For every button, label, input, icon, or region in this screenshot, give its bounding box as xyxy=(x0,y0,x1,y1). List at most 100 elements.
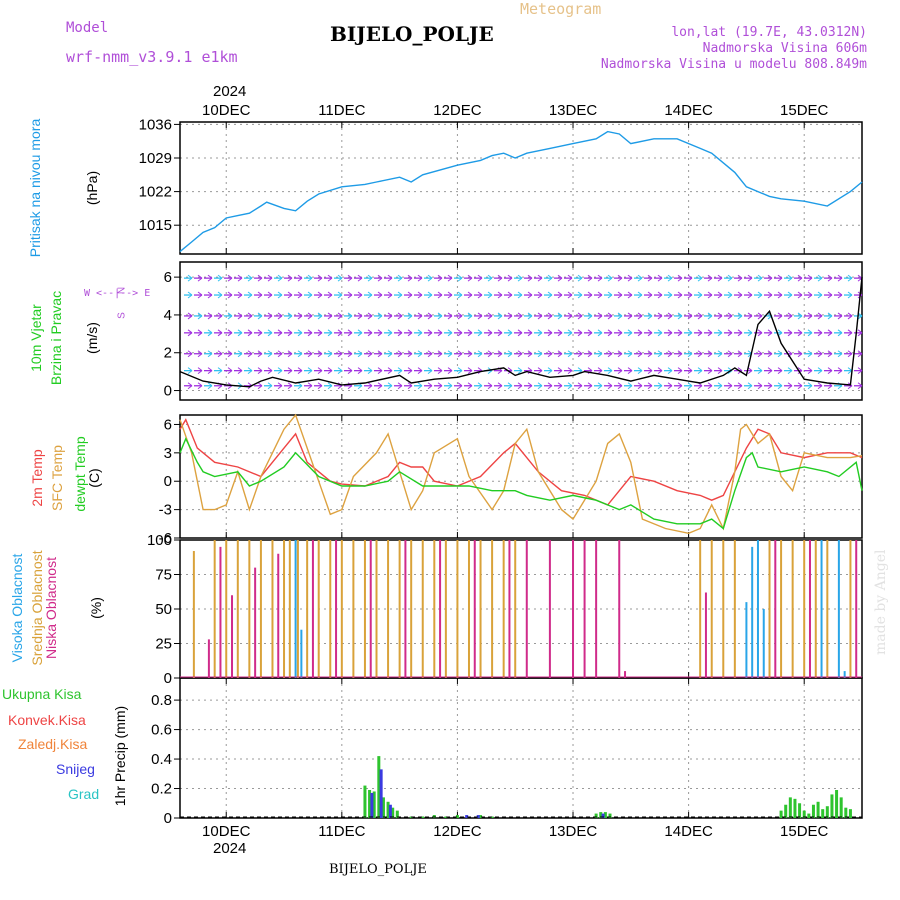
wind-barb xyxy=(347,312,353,317)
wind-barb xyxy=(537,312,543,317)
wind-barb xyxy=(257,291,263,296)
wind-barb xyxy=(257,367,263,372)
wind-barb xyxy=(297,291,303,296)
wind-barb xyxy=(677,370,683,375)
wind-barb xyxy=(507,350,513,355)
precip-bar-total xyxy=(779,810,783,818)
wind-barb xyxy=(727,294,733,299)
wind-barb xyxy=(427,353,433,358)
wind-barb xyxy=(637,385,643,390)
wind-barb xyxy=(597,370,603,375)
wind-barb xyxy=(817,353,823,358)
wind-barb xyxy=(367,385,373,390)
wind-barb xyxy=(527,294,533,299)
wind-barb xyxy=(457,312,463,317)
x-tick-label-bottom: 10DEC xyxy=(202,823,251,840)
wind-barb xyxy=(407,329,413,334)
wind-barb xyxy=(187,382,193,387)
wind-barb xyxy=(677,329,683,334)
wind-barb xyxy=(317,315,323,320)
wind-barb xyxy=(777,370,783,375)
wind-barb xyxy=(207,382,213,387)
wind-barb xyxy=(847,294,853,299)
wind-barb xyxy=(437,294,443,299)
wind-barb xyxy=(207,385,213,390)
wind-barb xyxy=(707,382,713,387)
wind-barb xyxy=(617,350,623,355)
wind-barb xyxy=(347,370,353,375)
wind-barb xyxy=(527,312,533,317)
wind-barb xyxy=(527,367,533,372)
wind-barb xyxy=(387,294,393,299)
wind-barb xyxy=(567,329,573,334)
wind-barb xyxy=(687,315,693,320)
wind-barb xyxy=(827,370,833,375)
wind-barb xyxy=(407,385,413,390)
wind-barb xyxy=(437,312,443,317)
wind-barb xyxy=(527,291,533,296)
wind-barb xyxy=(557,385,563,390)
wind-barb xyxy=(527,277,533,282)
wind-barb xyxy=(397,329,403,334)
wind-barb xyxy=(387,274,393,279)
wind-barb xyxy=(317,329,323,334)
wind-barb xyxy=(787,367,793,372)
temp-dewpt-line xyxy=(179,436,863,530)
wind-barb xyxy=(757,277,763,282)
wind-barb xyxy=(407,370,413,375)
wind-barb xyxy=(677,382,683,387)
wind-barb xyxy=(427,332,433,337)
wind-barb xyxy=(587,350,593,355)
wind-barb xyxy=(697,315,703,320)
wind-barb xyxy=(847,385,853,390)
wind-barb xyxy=(417,274,423,279)
wind-barb xyxy=(257,350,263,355)
wind-barb xyxy=(317,370,323,375)
wind-barb xyxy=(637,350,643,355)
wind-barb xyxy=(667,353,673,358)
wind-barb xyxy=(607,382,613,387)
wind-barb xyxy=(217,329,223,334)
wind-barb xyxy=(787,277,793,282)
y-tick-label: 0 xyxy=(164,473,172,490)
wind-barb xyxy=(287,312,293,317)
wind-barb xyxy=(687,277,693,282)
wind-barb xyxy=(277,350,283,355)
wind-barb xyxy=(737,312,743,317)
wind-barb xyxy=(787,382,793,387)
wind-barb xyxy=(387,332,393,337)
wind-barb xyxy=(567,277,573,282)
wind-barb xyxy=(627,315,633,320)
wind-barb xyxy=(207,367,213,372)
wind-barb xyxy=(787,370,793,375)
wind-barb xyxy=(727,370,733,375)
wind-barb xyxy=(507,353,513,358)
wind-barb xyxy=(787,294,793,299)
wind-barb xyxy=(797,294,803,299)
wind-barb xyxy=(237,329,243,334)
precip-bar-total xyxy=(479,815,483,818)
wind-barb xyxy=(797,332,803,337)
wind-barb xyxy=(457,329,463,334)
wind-barb xyxy=(537,274,543,279)
wind-barb xyxy=(557,367,563,372)
y-tick-label: 0 xyxy=(164,810,172,827)
wind-barb xyxy=(597,385,603,390)
wind-barb xyxy=(187,385,193,390)
precip-bar-total xyxy=(608,813,612,818)
wind-barb xyxy=(737,274,743,279)
wind-barb xyxy=(577,350,583,355)
wind-barb xyxy=(537,385,543,390)
wind-barb xyxy=(787,350,793,355)
wind-barb xyxy=(717,385,723,390)
wind-barb xyxy=(847,312,853,317)
wind-barb xyxy=(447,370,453,375)
precip-bar-total xyxy=(798,803,802,818)
wind-barb xyxy=(837,370,843,375)
wind-barb xyxy=(277,367,283,372)
wind-barb xyxy=(657,370,663,375)
wind-barb xyxy=(427,329,433,334)
wind-barb xyxy=(657,277,663,282)
wind-barb xyxy=(577,315,583,320)
wind-barb xyxy=(207,274,213,279)
